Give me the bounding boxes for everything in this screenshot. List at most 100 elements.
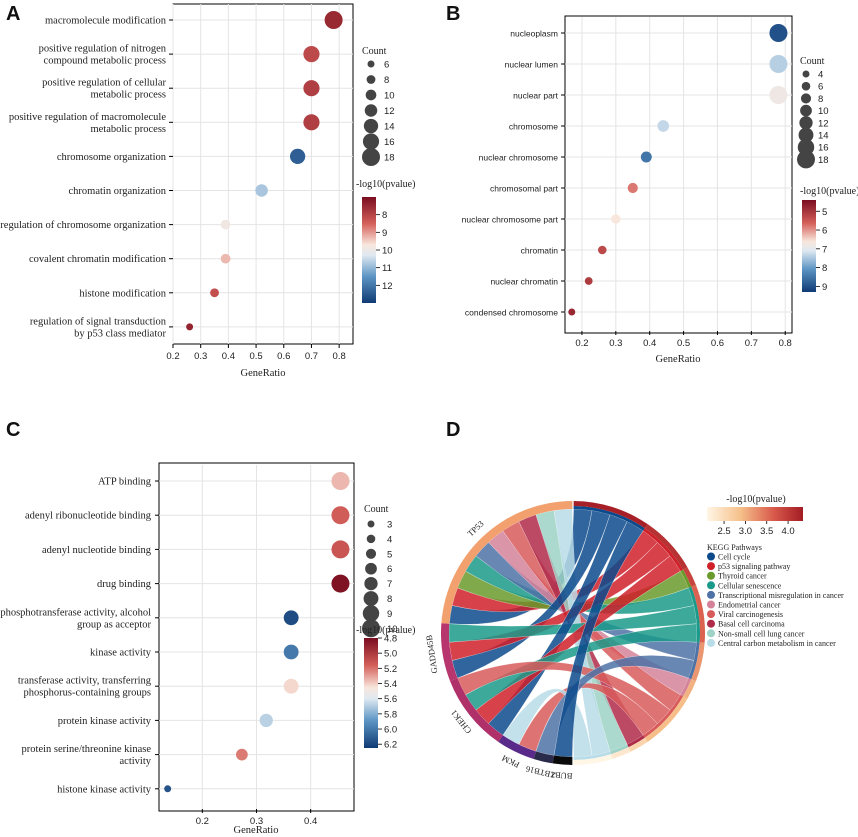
panel-a-colorbar — [362, 197, 376, 303]
panel-a-x-tick-label: 0.3 — [194, 351, 207, 362]
panel-b-category-line: nuclear chromatin — [490, 277, 558, 287]
pathway-arc — [688, 586, 701, 643]
pathway-pvalue-arc — [573, 501, 648, 529]
panel-c-category-label: protein serine/threonine kinase activity — [22, 744, 152, 767]
panel-a-category-label: regulation of chromosome organization — [0, 220, 166, 231]
panel-c-category-label: adenyl ribonucleotide binding — [25, 511, 152, 522]
panel-b-count-legend-dot — [799, 116, 813, 130]
panel-a-count-legend-dot — [363, 118, 379, 134]
panel-c-colorbar-tick-label: 5.4 — [384, 679, 397, 690]
panel-c-category-label: adenyl nucleotide binding — [42, 545, 152, 556]
pathway-pvalue-arc — [610, 747, 631, 759]
panel-c-count-legend-dot — [367, 520, 375, 528]
panel-a-count-legend-dot — [366, 75, 376, 84]
panel-b-category-label: chromatin — [521, 246, 559, 256]
panel-a-x-tick-label: 0.5 — [249, 351, 262, 362]
panel-b-x-tick-label: 0.8 — [779, 338, 792, 349]
panel-b-count-legend-dot — [801, 81, 811, 91]
panel-b-plot-frame — [564, 15, 793, 334]
panel-c-colorbar-tick-label: 6.2 — [384, 740, 397, 751]
pathway-pvalue-arc — [628, 737, 648, 752]
pathway-pvalue-arc — [683, 679, 696, 699]
panel-b-colorbar-tick-label: 7 — [822, 244, 827, 255]
panel-b-count-legend-label: 10 — [818, 106, 829, 117]
panel-letter-c: C — [6, 419, 20, 441]
pathway-pvalue-arc — [573, 754, 613, 765]
kegg-legend-swatch — [707, 610, 715, 619]
panel-b-category-line: nuclear lumen — [505, 60, 559, 70]
kegg-legend-swatch — [707, 571, 715, 580]
panel-d-colorbar-tick-label: 2.5 — [717, 526, 730, 537]
panel-a-category-label: positive regulation of nitrogen compound … — [39, 44, 167, 67]
kegg-legend-label: Cell cycle — [718, 553, 751, 562]
panel-b-colorbar-tick-label: 8 — [822, 263, 827, 274]
panel-a-category-label: regulation of signal transduction by p53 … — [30, 316, 167, 339]
panel-c-category-line: group as acceptor — [77, 619, 152, 630]
chord-ribbon — [553, 521, 644, 758]
panel-b-colorbar-tick-label: 6 — [822, 226, 827, 237]
panel-d-pathway-arcs — [573, 501, 705, 765]
panel-b-color-legend: -log10(pvalue) 5 6 7 8 9 — [800, 186, 858, 293]
panel-a-x-ticks: 0.2 0.3 0.4 0.5 0.6 0.7 0.8 — [166, 19, 346, 362]
panel-b-category-label: nuclear lumen — [505, 60, 559, 70]
panel-b-count-legend-label: 8 — [818, 94, 823, 105]
panel-b-dot — [769, 86, 788, 104]
panel-b-count-legend-title: Count — [800, 56, 825, 67]
gene-label: BUB1 — [550, 770, 572, 782]
panel-a-count-legend-dot — [362, 133, 380, 150]
panel-a-x-tick-label: 0.2 — [166, 351, 179, 362]
kegg-legend-label: Basal cell carcinoma — [718, 620, 785, 629]
panel-a-color-legend: -log10(pvalue) 8 9 10 11 12 — [356, 179, 415, 303]
panel-b-category-label: nuclear chromatin — [490, 277, 558, 287]
panel-a-dot — [303, 80, 320, 97]
panel-c-category-line: protein serine/threonine kinase — [22, 744, 152, 755]
panel-a-category-label: positive regulation of cellular metabolic… — [42, 78, 166, 101]
panel-a-category-line: histone modification — [79, 288, 166, 299]
panel-d-color-legend: -log10(pvalue) 2.5 3.0 3.5 4.0 — [707, 494, 803, 537]
gene-label: PKM — [500, 753, 521, 770]
panel-c-count-legend-dot — [364, 576, 378, 591]
panel-b-category-labels: nucleoplasm nuclear lumen nuclear part chro… — [462, 29, 559, 318]
panel-c-count-legend-dot — [365, 548, 377, 559]
panel-b-count-legend-label: 14 — [818, 131, 829, 142]
gene-label: ZBTB16 — [525, 764, 557, 781]
panel-a-category-label: covalent chromatin modification — [29, 254, 167, 265]
panel-a-count-legend-label: 12 — [384, 106, 395, 117]
panel-c-count-legend-label: 4 — [387, 534, 392, 545]
panel-a-category-line: compound metabolic process — [44, 56, 166, 67]
panel-letter-d: D — [446, 419, 460, 441]
panel-b-category-label: condensed chromosome — [465, 308, 558, 318]
panel-b-category-label: nuclear chromosome — [479, 153, 559, 163]
panel-c-category-line: adenyl ribonucleotide binding — [25, 511, 152, 522]
panel-a-category-label: positive regulation of macromolecule meta… — [9, 112, 166, 135]
panel-b-dots — [568, 24, 788, 316]
panel-a-category-line: by p53 class mediator — [74, 328, 166, 339]
panel-b-dotplot: nucleoplasm nuclear lumen nuclear part chro… — [462, 15, 858, 365]
kegg-legend-swatch — [707, 552, 715, 561]
panel-a-category-label: chromatin organization — [69, 186, 167, 197]
panel-a-category-line: regulation of chromosome organization — [0, 220, 166, 231]
pathway-arc — [643, 528, 684, 572]
panel-b-dot — [627, 182, 638, 194]
gene-label: TP53 — [465, 518, 485, 538]
panel-c-count-legend-label: 10 — [387, 624, 398, 635]
panel-a-colorbar-tick-label: 8 — [382, 210, 387, 221]
panel-c-category-line: phosphorus-containing groups — [24, 688, 151, 699]
panel-b-category-line: nucleoplasm — [510, 29, 558, 39]
panel-b-colorbar-tick-label: 9 — [822, 282, 827, 293]
kegg-legend-swatch — [707, 581, 715, 590]
panel-a-x-tick-label: 0.7 — [305, 351, 318, 362]
panel-c-color-legend: -log10(pvalue) 4.8 5.0 5.2 5.4 5.6 5.8 6.0 6.2 — [356, 625, 415, 751]
panel-a-category-label: macromolecule modification — [45, 16, 167, 27]
panel-a-dot — [303, 46, 320, 63]
panel-a-dotplot: macromolecule modification positive regul… — [0, 3, 415, 379]
panel-c-count-legend-dot — [365, 562, 377, 575]
panel-b-dot — [769, 24, 788, 42]
gene-arc — [552, 755, 573, 765]
panel-a-grid — [172, 4, 353, 344]
gene-arc — [441, 501, 573, 624]
panel-c-dot — [283, 678, 299, 694]
chord-ribbon — [475, 555, 681, 724]
panel-c-category-labels: ATP binding adenyl ribonucleotide binding… — [0, 477, 151, 796]
